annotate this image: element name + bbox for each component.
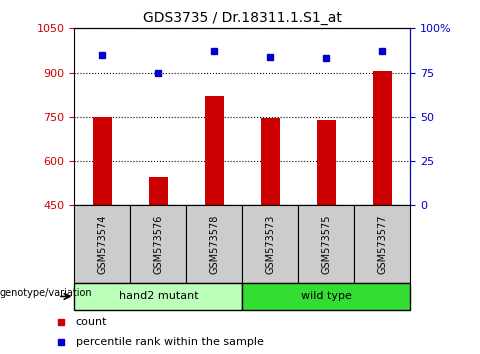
Bar — [186, 205, 242, 283]
Bar — [261, 118, 280, 205]
Text: GSM573575: GSM573575 — [322, 215, 331, 274]
Text: GSM573576: GSM573576 — [154, 215, 163, 274]
Bar — [242, 283, 410, 310]
Bar — [131, 205, 186, 283]
Text: wild type: wild type — [301, 291, 352, 302]
Text: percentile rank within the sample: percentile rank within the sample — [75, 337, 264, 347]
Bar — [317, 120, 336, 205]
Bar — [93, 117, 112, 205]
Text: GSM573578: GSM573578 — [209, 215, 219, 274]
Bar — [299, 205, 354, 283]
Text: hand2 mutant: hand2 mutant — [119, 291, 198, 302]
Bar — [242, 205, 299, 283]
Bar — [204, 96, 224, 205]
Bar — [74, 283, 242, 310]
Text: GSM573577: GSM573577 — [377, 215, 387, 274]
Bar — [354, 205, 410, 283]
Bar — [149, 177, 168, 205]
Text: GSM573574: GSM573574 — [97, 215, 108, 274]
Bar — [74, 205, 131, 283]
Text: GSM573573: GSM573573 — [265, 215, 276, 274]
Text: count: count — [75, 316, 107, 327]
Title: GDS3735 / Dr.18311.1.S1_at: GDS3735 / Dr.18311.1.S1_at — [143, 11, 342, 24]
Bar — [372, 71, 392, 205]
Text: genotype/variation: genotype/variation — [0, 288, 93, 298]
